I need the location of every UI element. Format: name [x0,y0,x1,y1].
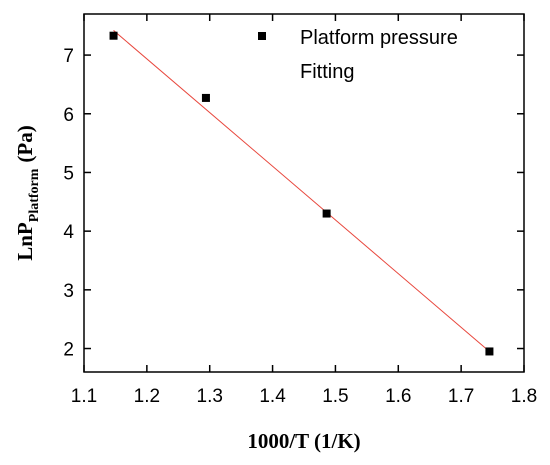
x-axis-title: 1000/T (1/K) [247,429,360,453]
x-tick-label: 1.2 [134,386,160,407]
data-point [485,347,494,356]
y-tick-label: 5 [63,163,74,184]
axes [83,13,525,373]
x-tick-label: 1.6 [385,386,411,407]
plot-frame [83,13,525,373]
data-point [109,31,118,40]
fitting-line [113,30,490,352]
legend: Platform pressure Fitting [258,27,458,83]
x-tick-label: 1.3 [197,386,223,407]
legend-label-platform-pressure: Platform pressure [300,27,458,49]
y-tick-label: 7 [63,46,74,67]
x-tick-label: 1.1 [71,386,97,407]
x-axis-ticks: 1.1 1.2 1.3 1.4 1.5 1.6 1.7 1.8 [71,14,537,407]
y-axis-ticks: 2 3 4 5 6 7 [63,46,524,361]
y-axis-title-main: LnP [13,222,37,261]
data-point [322,209,331,218]
legend-label-fitting: Fitting [300,61,354,83]
x-tick-label: 1.5 [322,386,348,407]
data-point [201,93,210,102]
x-tick-label: 1.8 [511,386,537,407]
x-tick-label: 1.4 [259,386,286,407]
y-tick-label: 3 [63,281,74,302]
plot-area [109,30,494,356]
y-tick-label: 2 [63,340,74,361]
x-tick-label: 1.7 [448,386,474,407]
y-tick-label: 6 [63,105,74,126]
y-axis-title-subscript: Platform [27,168,42,222]
y-axis-title: LnPPlatform (Pa) [13,125,42,261]
legend-marker-platform-pressure [258,32,266,40]
y-tick-label: 4 [63,222,74,243]
y-axis-title-unit: (Pa) [13,125,37,162]
